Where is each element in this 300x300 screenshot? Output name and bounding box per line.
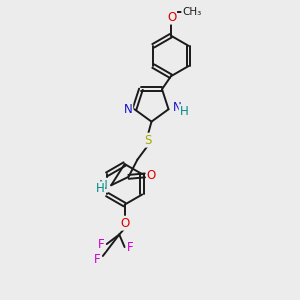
Text: F: F	[98, 238, 105, 250]
Text: H: H	[95, 182, 104, 195]
Text: N: N	[172, 101, 181, 114]
Text: O: O	[147, 169, 156, 182]
Text: N: N	[124, 103, 132, 116]
Text: F: F	[127, 241, 133, 254]
Text: S: S	[144, 134, 152, 147]
Text: O: O	[120, 217, 129, 230]
Text: O: O	[167, 11, 176, 24]
Text: CH₃: CH₃	[182, 7, 201, 17]
Text: H: H	[180, 105, 188, 118]
Text: F: F	[94, 253, 101, 266]
Text: N: N	[99, 179, 108, 192]
